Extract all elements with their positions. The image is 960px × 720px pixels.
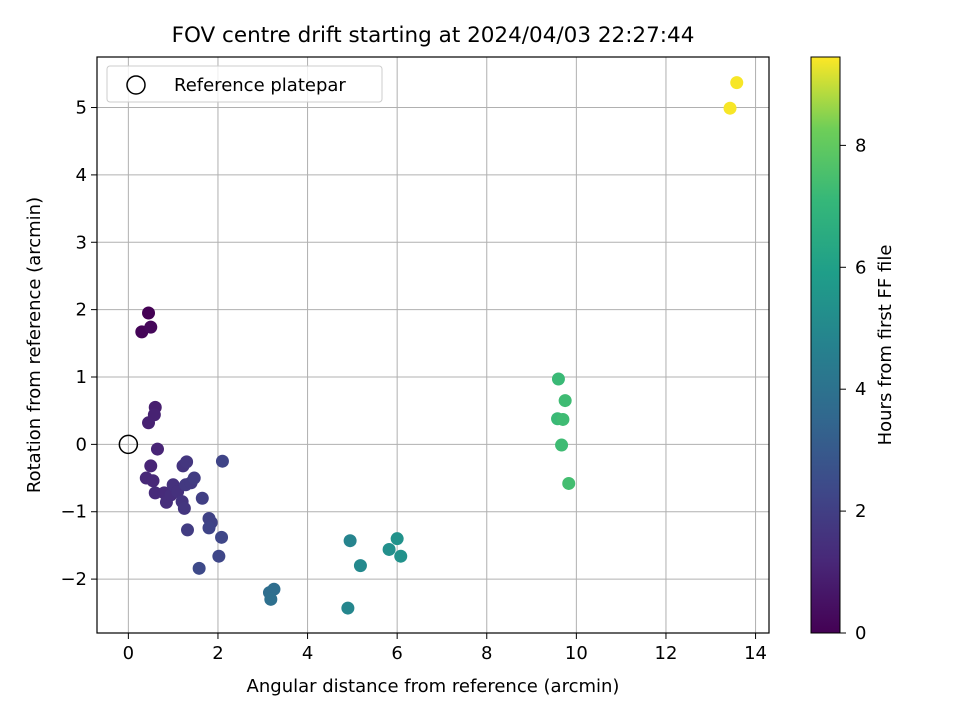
data-point — [394, 549, 408, 563]
grid-lines — [97, 57, 769, 633]
y-tick-label: 1 — [76, 367, 87, 388]
data-point — [202, 521, 216, 535]
legend: Reference platepar — [106, 65, 383, 103]
y-tick-label: 2 — [76, 300, 87, 321]
x-tick-label: 10 — [565, 643, 588, 664]
colorbar-tick-label: 0 — [855, 623, 866, 644]
data-point — [212, 549, 226, 563]
data-point — [187, 471, 201, 485]
data-point — [215, 454, 229, 468]
y-tick-label: −1 — [60, 502, 87, 523]
colorbar-tick-label: 4 — [855, 379, 866, 400]
y-tick-label: 3 — [76, 232, 87, 253]
x-axis-ticks: 0 2 4 6 8 10 12 14 — [123, 633, 767, 664]
data-point — [562, 476, 576, 490]
plot-area-frame — [96, 56, 770, 634]
y-tick-label: 0 — [76, 434, 87, 455]
legend-marker-circle-icon — [126, 75, 146, 95]
x-tick-label: 0 — [123, 643, 134, 664]
data-point — [353, 559, 367, 573]
data-point — [558, 394, 572, 408]
data-point — [148, 486, 162, 500]
x-tick-label: 4 — [302, 643, 313, 664]
data-point — [382, 542, 396, 556]
colorbar-tick-label: 2 — [855, 501, 866, 522]
x-tick-label: 8 — [481, 643, 492, 664]
y-axis-ticks: −2 −1 0 1 2 3 4 5 — [60, 98, 97, 590]
data-point — [267, 582, 281, 596]
chart-title: FOV centre drift starting at 2024/04/03 … — [172, 23, 695, 48]
data-point — [551, 372, 565, 386]
x-tick-label: 12 — [655, 643, 678, 664]
x-tick-label: 6 — [391, 643, 402, 664]
x-tick-label: 14 — [744, 643, 767, 664]
y-tick-label: 4 — [76, 165, 87, 186]
data-point — [264, 592, 278, 606]
data-point — [146, 474, 160, 488]
data-point — [144, 320, 158, 334]
data-point — [142, 416, 156, 430]
x-axis-label: Angular distance from reference (arcmin) — [247, 676, 620, 697]
colorbar: 0 2 4 6 8 Hours from first FF file — [810, 56, 896, 644]
y-axis-label: Rotation from reference (arcmin) — [24, 197, 45, 493]
data-point — [730, 76, 744, 90]
data-point — [723, 101, 737, 115]
legend-entry-label: Reference platepar — [174, 75, 346, 96]
data-point — [390, 532, 404, 546]
data-point — [142, 306, 156, 320]
reference-platepar-marker — [118, 434, 139, 455]
colorbar-label: Hours from first FF file — [875, 245, 896, 446]
colorbar-gradient — [810, 56, 841, 634]
data-point — [556, 412, 570, 426]
data-point — [555, 438, 569, 452]
data-point — [341, 601, 355, 615]
colorbar-tick-label: 8 — [855, 135, 866, 156]
data-point — [195, 491, 209, 505]
y-tick-label: 5 — [76, 98, 87, 119]
colorbar-tick-label: 6 — [855, 257, 866, 278]
data-point — [180, 523, 194, 537]
data-point — [177, 501, 191, 515]
colorbar-ticks: 0 2 4 6 8 — [840, 135, 866, 644]
data-point — [343, 534, 357, 548]
x-tick-label: 2 — [212, 643, 223, 664]
y-tick-label: −2 — [60, 569, 87, 590]
legend-box — [106, 65, 383, 103]
scatter-points — [135, 76, 744, 615]
data-point — [192, 561, 206, 575]
data-point — [150, 442, 164, 456]
data-point — [144, 459, 158, 473]
data-point — [215, 530, 229, 544]
data-point — [180, 455, 194, 469]
